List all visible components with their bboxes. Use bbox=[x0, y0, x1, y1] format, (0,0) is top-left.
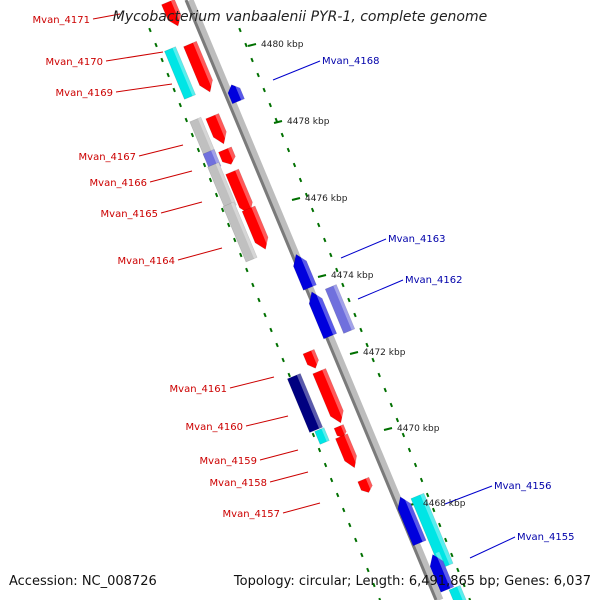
leader-line bbox=[282, 502, 321, 514]
gene-label: Mvan_4156 bbox=[494, 481, 551, 492]
scale-label: 4478 kbp bbox=[287, 117, 330, 127]
feature-mvan-4170 bbox=[183, 40, 217, 93]
leader-line bbox=[115, 83, 173, 93]
feature-mvan-4160 bbox=[312, 368, 348, 424]
major-tick bbox=[291, 197, 301, 201]
leader-line bbox=[269, 471, 309, 483]
gene-label: Mvan_4163 bbox=[388, 234, 445, 245]
feature-mvan-4167 bbox=[205, 113, 231, 145]
feature-cyan-upper bbox=[164, 46, 196, 100]
gene-label: Mvan_4155 bbox=[517, 532, 574, 543]
leader-line bbox=[160, 201, 203, 214]
outer-tick-row bbox=[238, 27, 472, 600]
leader-line bbox=[357, 279, 404, 300]
feature-mvan-4162 bbox=[308, 289, 338, 340]
gene-label: Mvan_4157 bbox=[223, 509, 280, 520]
gene-label: Mvan_4164 bbox=[118, 256, 175, 267]
major-tick bbox=[349, 351, 359, 355]
topology-label: Topology: circular; Length: 6,491,865 bp… bbox=[233, 574, 591, 589]
leader-line bbox=[272, 60, 321, 81]
scale-label: 4470 kbp bbox=[397, 424, 440, 434]
scale-label: 4474 kbp bbox=[331, 271, 374, 281]
major-tick bbox=[247, 43, 257, 47]
feature-mvan-4166 bbox=[218, 146, 238, 165]
leader-line bbox=[105, 51, 164, 62]
feature-mvan-4158 bbox=[335, 433, 361, 469]
feature-mvan-4164 bbox=[241, 205, 272, 250]
leader-line bbox=[229, 376, 275, 389]
leader-line bbox=[149, 170, 193, 183]
gene-label: Mvan_4161 bbox=[170, 384, 227, 395]
feature-cyan-small bbox=[314, 427, 330, 445]
map-title: Mycobacterium vanbaalenii PYR-1, complet… bbox=[112, 9, 488, 25]
gene-label: Mvan_4159 bbox=[200, 456, 257, 467]
scale-label: 4476 kbp bbox=[305, 194, 348, 204]
gene-label: Mvan_4169 bbox=[56, 88, 113, 99]
gene-label: Mvan_4158 bbox=[210, 478, 267, 489]
feature-mvan-4171 bbox=[161, 0, 185, 27]
major-tick bbox=[317, 274, 327, 278]
feature-slate-large bbox=[324, 284, 356, 334]
feature-mvan-4155 bbox=[429, 551, 455, 593]
leader-line bbox=[340, 238, 387, 259]
feature-navy bbox=[286, 373, 324, 433]
label-layer: 4480 kbp 4478 kbp 4476 kbp 4474 kbp 4472 kbp… bbox=[33, 15, 575, 543]
gene-label: Mvan_4166 bbox=[90, 178, 147, 189]
scale-label: 4472 kbp bbox=[363, 348, 406, 358]
gene-label: Mvan_4168 bbox=[322, 56, 379, 67]
feature-gray-c bbox=[222, 201, 258, 263]
accession-label: Accession: NC_008726 bbox=[9, 574, 157, 589]
gene-label: Mvan_4167 bbox=[79, 152, 136, 163]
gene-label: Mvan_4162 bbox=[405, 275, 462, 286]
scale-label: 4480 kbp bbox=[261, 40, 304, 50]
leader-line bbox=[245, 415, 289, 427]
feature-mvan-4161 bbox=[302, 348, 322, 369]
gene-label: Mvan_4160 bbox=[186, 422, 243, 433]
leader-line bbox=[177, 247, 223, 261]
leader-line bbox=[444, 485, 493, 505]
major-tick bbox=[273, 120, 283, 124]
feature-mvan-4168 bbox=[227, 82, 245, 105]
scale-label: 4468 kbp bbox=[423, 499, 466, 509]
feature-mvan-4156 bbox=[397, 494, 427, 547]
label-leader-lines bbox=[92, 13, 516, 559]
leader-line bbox=[138, 144, 184, 157]
leader-line bbox=[92, 13, 121, 20]
major-tick bbox=[383, 427, 393, 431]
leader-line bbox=[259, 449, 299, 461]
feature-track bbox=[161, 0, 468, 600]
feature-mvan-4159 bbox=[333, 424, 348, 438]
feature-mvan-4157 bbox=[357, 476, 375, 493]
gene-label: Mvan_4165 bbox=[101, 209, 158, 220]
feature-cyan-bottom bbox=[448, 584, 468, 600]
gene-label: Mvan_4170 bbox=[46, 57, 103, 68]
gene-label: Mvan_4171 bbox=[33, 15, 90, 26]
leader-line bbox=[469, 536, 516, 559]
feature-mvan-4163 bbox=[293, 251, 317, 291]
